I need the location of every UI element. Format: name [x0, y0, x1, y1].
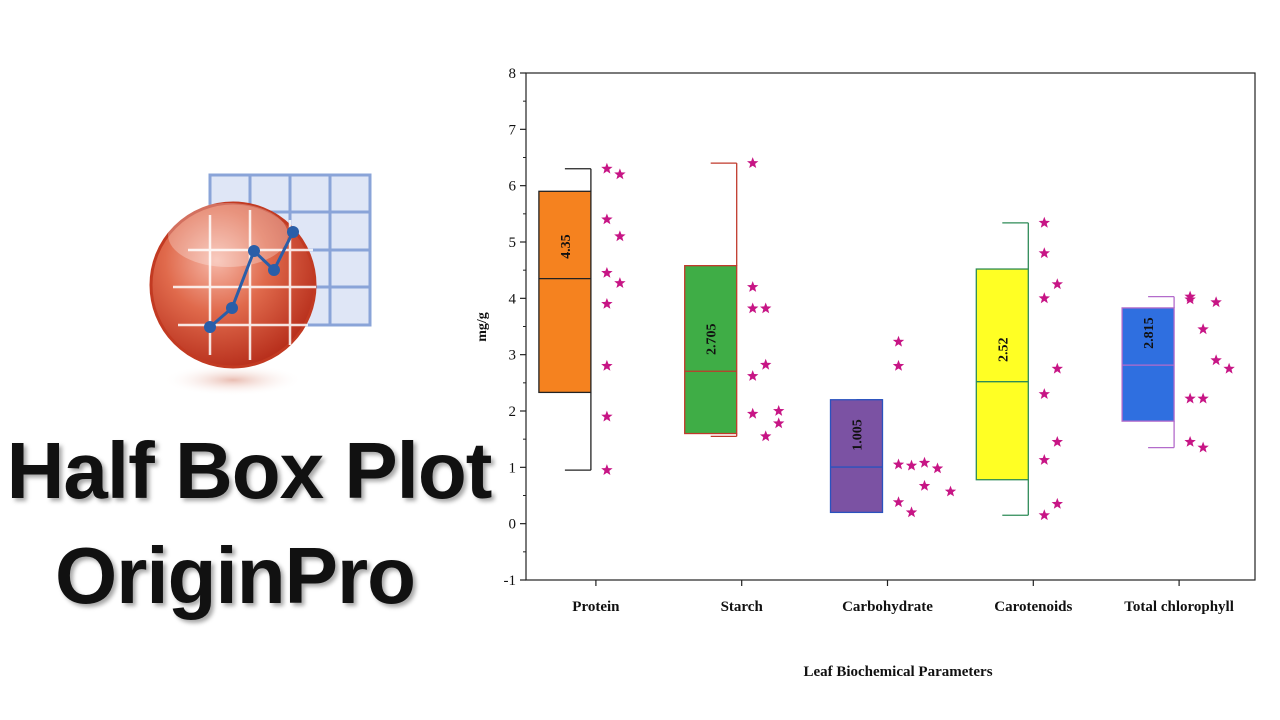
data-point [1197, 441, 1209, 453]
box-body [538, 190, 592, 394]
y-tick-label: 2 [509, 404, 517, 420]
data-point [905, 459, 918, 471]
originpro-logo-icon [149, 173, 372, 396]
box-body [975, 268, 1029, 481]
data-point [1051, 497, 1063, 509]
box-plot-chart: -1 0 1 2 3 4 5 6 7 8 Protein Starch Carbohydrate Car… [475, 66, 1256, 680]
x-axis-ticks: Protein Starch Carbohydrate Carotenoids Tota… [572, 580, 1234, 615]
data-point [601, 298, 613, 309]
data-point [601, 410, 613, 422]
data-point [747, 407, 759, 419]
data-point [1038, 509, 1050, 521]
data-point [1210, 296, 1222, 308]
data-point [905, 506, 918, 518]
median-label: 2.815 [1142, 317, 1157, 349]
box-body [829, 399, 884, 514]
data-point [760, 358, 772, 370]
overlay-title-line2: OriginPro [55, 531, 416, 620]
data-point [1051, 278, 1063, 290]
median-label: 1.005 [851, 419, 866, 451]
x-tick-label: Carbohydrate [842, 599, 933, 615]
data-point [1038, 454, 1050, 465]
x-tick-label: Protein [572, 599, 620, 615]
data-point [601, 213, 613, 225]
data-point [1051, 362, 1063, 374]
overlay-title-line1: Half Box Plot [6, 426, 493, 515]
data-point [1197, 392, 1209, 404]
data-point [892, 458, 905, 470]
median-label: 2.52 [996, 337, 1011, 362]
data-point [931, 462, 944, 474]
data-point [601, 162, 613, 174]
box-4: 2.815 [1121, 295, 1175, 449]
data-point [601, 464, 613, 475]
data-point [1210, 354, 1222, 366]
data-point [1051, 436, 1063, 447]
x-tick-label: Starch [721, 599, 764, 615]
data-point [614, 168, 626, 180]
y-tick-label: 0 [509, 517, 517, 533]
data-point [773, 405, 785, 416]
y-tick-label: -1 [504, 573, 517, 589]
data-point [773, 417, 785, 429]
data-point [760, 302, 772, 314]
data-point [601, 267, 613, 278]
data-point [614, 277, 626, 288]
data-point [747, 281, 759, 292]
data-point [1184, 293, 1196, 305]
data-point [1038, 388, 1050, 399]
y-tick-label: 6 [509, 179, 517, 195]
data-point [918, 456, 931, 468]
data-point [747, 302, 759, 314]
data-point [1038, 292, 1050, 304]
x-tick-label: Carotenoids [994, 599, 1072, 615]
median-label: 4.35 [559, 234, 574, 259]
data-point [1197, 323, 1209, 335]
data-point [614, 230, 626, 242]
y-tick-label: 5 [509, 235, 517, 251]
y-tick-label: 7 [509, 122, 517, 138]
data-point [918, 479, 931, 491]
data-point [1038, 247, 1050, 259]
data-point [601, 359, 613, 371]
box-body [684, 265, 738, 435]
data-point [747, 157, 759, 168]
data-point [747, 370, 759, 381]
y-axis-label: mg/g [475, 312, 490, 342]
box-3: 2.52 [975, 222, 1029, 516]
scatter-points [601, 157, 1235, 521]
y-tick-label: 8 [509, 66, 517, 82]
data-point [892, 359, 905, 371]
y-tick-label: 1 [509, 460, 517, 476]
median-label: 2.705 [705, 324, 720, 356]
data-point [892, 496, 905, 508]
data-point [892, 335, 905, 347]
box-1: 2.705 [684, 162, 738, 438]
data-point [1184, 436, 1196, 447]
x-tick-label: Total chlorophyll [1124, 599, 1234, 615]
data-point [1038, 216, 1050, 228]
y-axis-ticks: -1 0 1 2 3 4 5 6 7 8 [504, 66, 526, 589]
x-axis-label: Leaf Biochemical Parameters [803, 664, 992, 680]
data-point [760, 430, 772, 442]
y-tick-label: 3 [509, 348, 517, 364]
data-point [944, 485, 957, 497]
y-tick-label: 4 [509, 291, 517, 307]
data-point [1184, 392, 1196, 404]
box-series: 4.35 2.705 1.005 2.52 2.815 [538, 162, 1175, 516]
box-0: 4.35 [538, 168, 592, 471]
data-point [1223, 362, 1235, 374]
box-2: 1.005 [829, 399, 884, 514]
